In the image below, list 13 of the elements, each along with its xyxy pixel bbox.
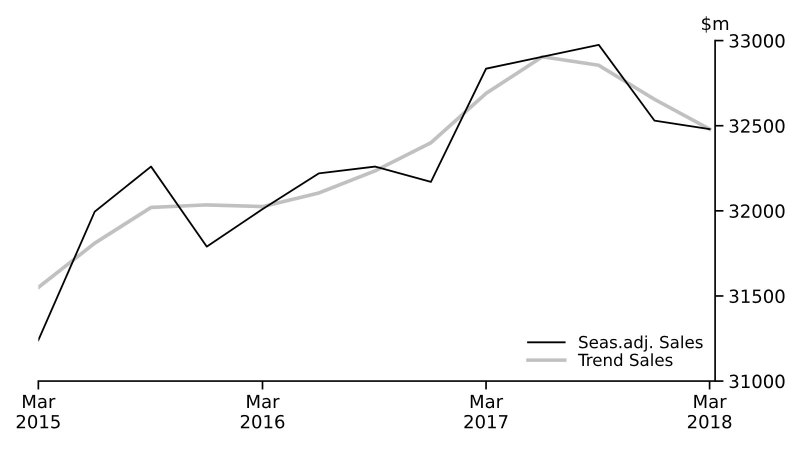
x-tick-label: Mar 2016 [240, 394, 284, 428]
legend-label: Seas.adj. Sales [579, 336, 703, 352]
y-tick-label: 33000 [730, 34, 785, 48]
y-tick-label: 31000 [730, 374, 785, 388]
line-series [38, 54, 712, 290]
x-tick-label: Mar 2018 [688, 394, 732, 428]
y-tick-label: 31500 [730, 289, 785, 304]
y-axis-title: $m [702, 16, 728, 33]
x-tick-label: Mar 2017 [464, 394, 508, 428]
y-tick-label: 32500 [730, 119, 785, 133]
legend-label: Trend Sales [578, 353, 672, 366]
y-tick-label: 32000 [730, 204, 785, 218]
x-tick-label: Mar 2015 [16, 394, 60, 428]
